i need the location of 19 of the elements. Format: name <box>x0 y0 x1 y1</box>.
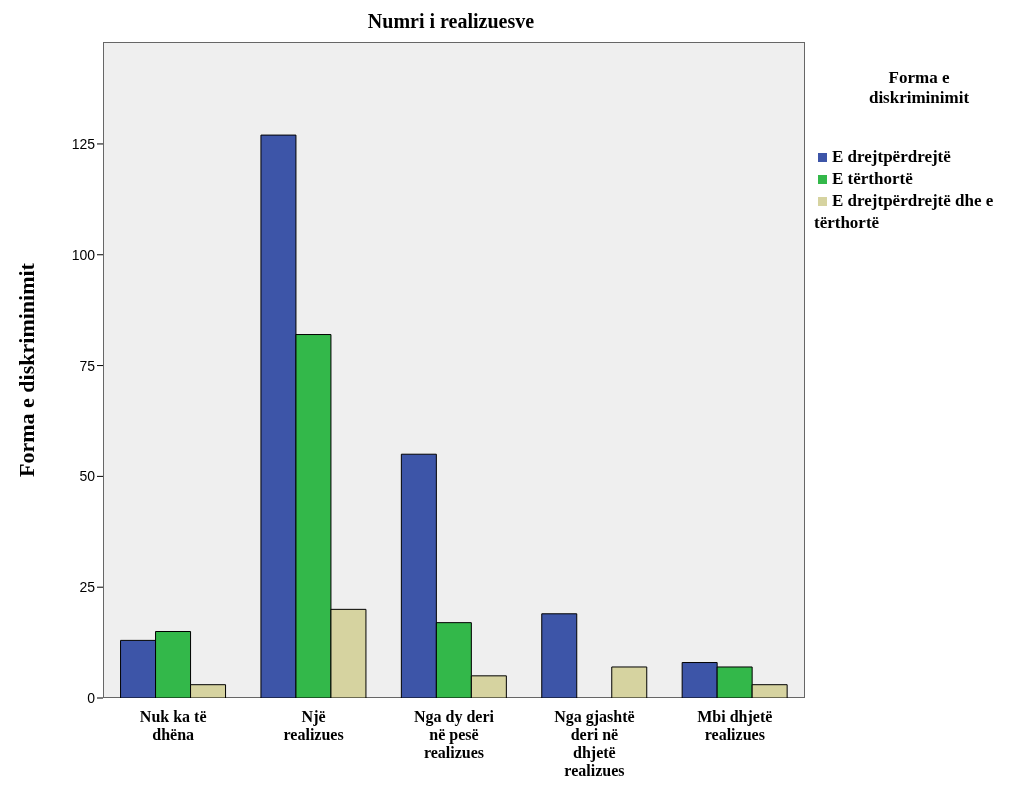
y-tick-label: 125 <box>71 135 96 152</box>
y-tick-label: 0 <box>87 689 96 706</box>
bar <box>541 613 578 698</box>
x-tick-label: Nuk ka të dhëna <box>139 708 207 743</box>
legend-title: Forma e diskriminimit <box>867 68 971 108</box>
legend-label: E drejtpërdrejtë dhe e tërthortë <box>814 191 994 232</box>
y-tick-label: 75 <box>79 357 96 374</box>
legend-label: E tërthortë <box>832 169 913 188</box>
y-axis-title: Forma e diskriminimit <box>13 262 39 477</box>
x-tick-label: Mbi dhjetë realizues <box>697 708 773 743</box>
y-tick-label: 25 <box>79 579 96 596</box>
x-tick-label: Një realizues <box>283 708 344 743</box>
bar <box>611 666 648 698</box>
chart-title: Numri i realizuesve <box>366 10 536 33</box>
y-tick-label: 100 <box>71 246 96 263</box>
x-tick-label: Nga gjashtë deri në dhjetë realizues <box>554 708 635 779</box>
y-tick-label: 50 <box>79 468 96 485</box>
legend-label: E drejtpërdrejtë <box>832 147 951 166</box>
x-tick-label: Nga dy deri në pesë realizues <box>414 708 495 761</box>
